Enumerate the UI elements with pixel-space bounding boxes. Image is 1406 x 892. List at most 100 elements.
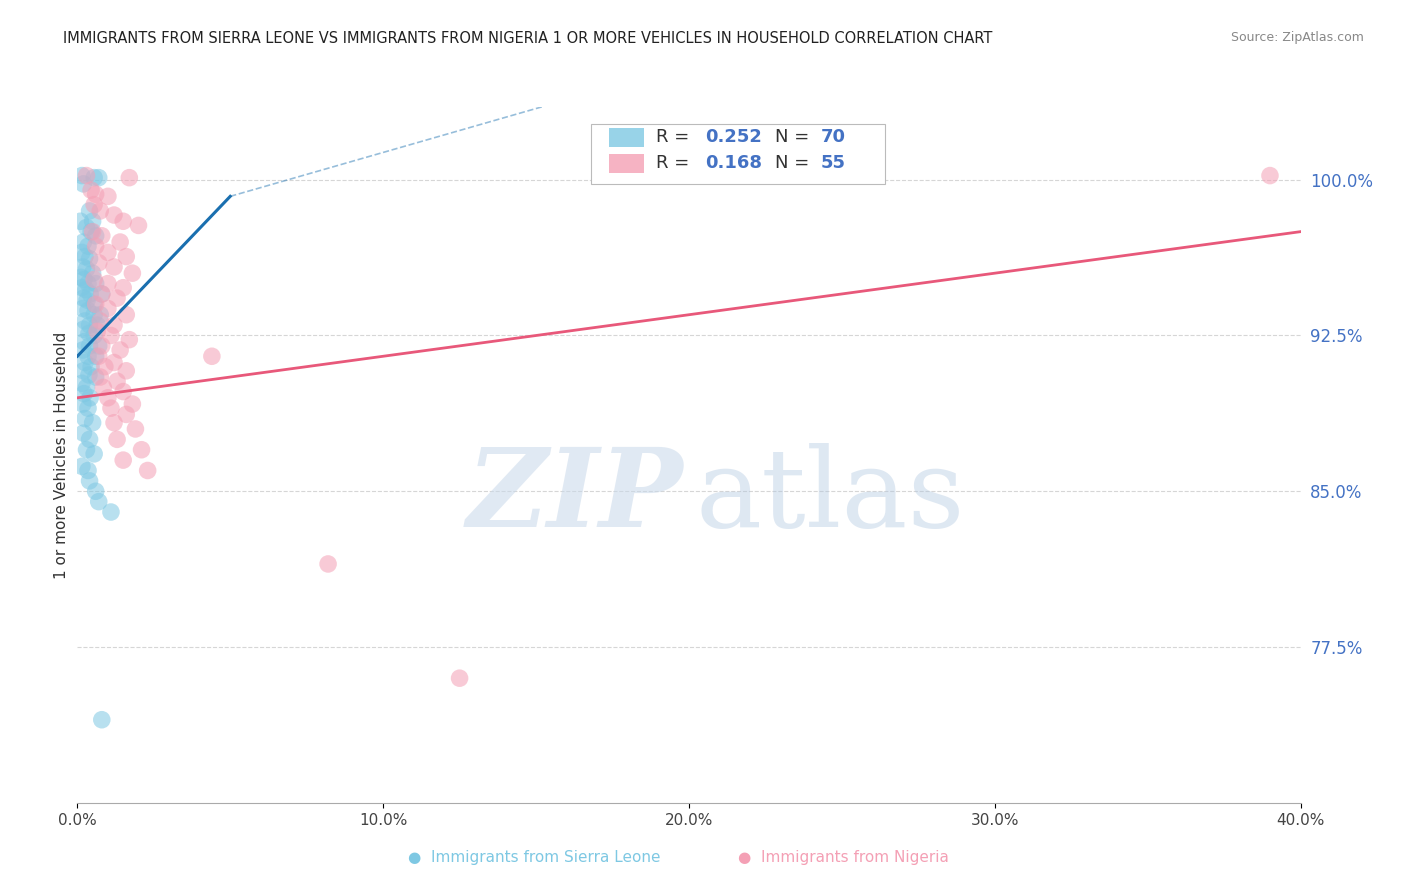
Text: atlas: atlas xyxy=(695,443,965,550)
Point xyxy=(77,368,100,382)
Point xyxy=(73,250,96,264)
Point xyxy=(79,433,101,447)
Point xyxy=(72,322,94,336)
Point xyxy=(316,557,339,571)
Point xyxy=(121,266,143,280)
Point xyxy=(90,713,112,727)
Point xyxy=(76,442,98,457)
Point xyxy=(112,384,135,399)
Point xyxy=(112,453,135,467)
Point xyxy=(103,416,125,430)
Point xyxy=(72,343,94,357)
Point xyxy=(97,277,120,291)
Point xyxy=(75,283,97,297)
Point xyxy=(77,326,100,341)
Point xyxy=(82,266,104,280)
Text: 70: 70 xyxy=(821,128,846,146)
Point xyxy=(105,374,128,388)
Point xyxy=(83,272,105,286)
Point xyxy=(83,308,105,322)
Point xyxy=(77,463,100,477)
Point xyxy=(100,328,122,343)
Point xyxy=(100,505,122,519)
Point xyxy=(77,303,100,318)
Point xyxy=(83,447,105,461)
Point xyxy=(73,314,96,328)
Point xyxy=(73,334,96,349)
Point xyxy=(115,364,138,378)
Point xyxy=(84,370,107,384)
Text: 55: 55 xyxy=(821,154,846,172)
Point xyxy=(89,314,111,328)
Point xyxy=(112,281,135,295)
Point xyxy=(89,308,111,322)
Point xyxy=(115,308,138,322)
Text: IMMIGRANTS FROM SIERRA LEONE VS IMMIGRANTS FROM NIGERIA 1 OR MORE VEHICLES IN HO: IMMIGRANTS FROM SIERRA LEONE VS IMMIGRAN… xyxy=(63,31,993,46)
Point xyxy=(83,328,105,343)
Point xyxy=(127,219,149,233)
Point xyxy=(103,260,125,274)
Point xyxy=(449,671,471,685)
Point xyxy=(72,426,94,441)
Point xyxy=(112,214,135,228)
Point xyxy=(90,287,112,301)
Point xyxy=(118,170,141,185)
Point xyxy=(87,339,110,353)
Point xyxy=(76,220,98,235)
Point xyxy=(87,170,110,185)
Point xyxy=(90,287,112,301)
Point xyxy=(90,339,112,353)
Point xyxy=(80,225,103,239)
Text: 0.168: 0.168 xyxy=(704,154,762,172)
Point xyxy=(103,208,125,222)
Bar xyxy=(609,128,644,147)
Point xyxy=(72,301,94,316)
Point xyxy=(79,318,101,332)
Text: ●  Immigrants from Sierra Leone: ● Immigrants from Sierra Leone xyxy=(408,850,661,865)
Y-axis label: 1 or more Vehicles in Household: 1 or more Vehicles in Household xyxy=(53,331,69,579)
Point xyxy=(77,401,100,416)
Text: N =: N = xyxy=(775,154,814,172)
Point xyxy=(84,239,107,253)
Point xyxy=(73,411,96,425)
Point xyxy=(70,169,93,183)
Text: ZIP: ZIP xyxy=(467,443,683,550)
Point xyxy=(115,408,138,422)
Point xyxy=(76,169,98,183)
Point xyxy=(97,301,120,316)
Point xyxy=(70,270,93,285)
Point xyxy=(76,380,98,394)
Point xyxy=(87,256,110,270)
Point xyxy=(79,252,101,266)
Point xyxy=(124,422,146,436)
Point xyxy=(76,262,98,277)
Point xyxy=(83,197,105,211)
Point xyxy=(79,203,101,218)
Point xyxy=(105,433,128,447)
Point xyxy=(73,355,96,369)
Point xyxy=(105,291,128,305)
Point xyxy=(79,339,101,353)
Point xyxy=(82,225,104,239)
Point xyxy=(84,349,107,363)
Point xyxy=(108,343,131,357)
Point xyxy=(118,333,141,347)
Point xyxy=(72,260,94,274)
Text: N =: N = xyxy=(775,128,814,146)
Point xyxy=(84,187,107,202)
Point xyxy=(87,349,110,363)
Point xyxy=(72,397,94,411)
Point xyxy=(1258,169,1281,183)
Point xyxy=(83,297,105,311)
Point xyxy=(73,386,96,401)
FancyBboxPatch shape xyxy=(591,124,884,184)
Point xyxy=(121,397,143,411)
Point xyxy=(82,214,104,228)
Point xyxy=(89,370,111,384)
Point xyxy=(89,203,111,218)
Point xyxy=(80,183,103,197)
Text: ●  Immigrants from Nigeria: ● Immigrants from Nigeria xyxy=(738,850,949,865)
Point xyxy=(100,401,122,416)
Text: R =: R = xyxy=(657,154,695,172)
Point xyxy=(72,291,94,305)
